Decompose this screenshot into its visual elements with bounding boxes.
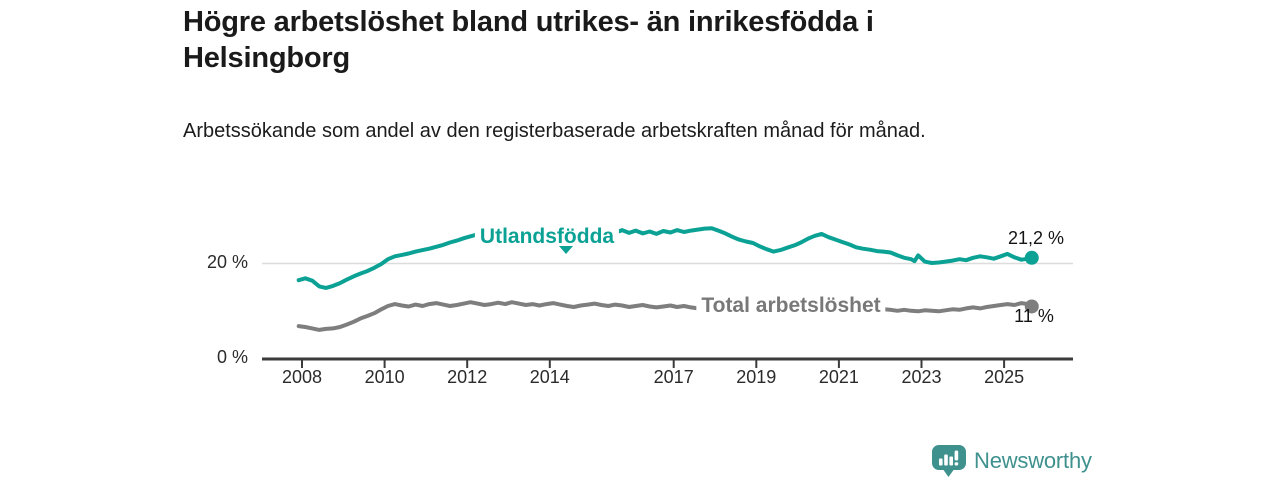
chart-title: Högre arbetslöshet bland utrikes- än inr… xyxy=(183,6,874,74)
series-end-dot-total xyxy=(1024,299,1039,314)
end-value-label-total: 11 % xyxy=(1014,306,1054,326)
series-label-utlandsfodda: Utlandsfödda xyxy=(474,225,620,249)
x-axis-label: 2008 xyxy=(281,367,323,387)
y-axis-label: 0 % xyxy=(216,347,248,367)
newsworthy-logo-icon xyxy=(932,445,966,480)
x-axis-label: 2019 xyxy=(736,367,777,387)
x-axis-label: 2023 xyxy=(901,367,942,387)
triangle-down-marker-icon xyxy=(559,246,573,254)
brand-name: Newsworthy xyxy=(974,448,1092,473)
series-label-total-arbetsloshet: Total arbetslöshet xyxy=(696,294,886,318)
series-line-total xyxy=(296,299,1034,332)
x-axis-label: 2014 xyxy=(529,367,570,387)
x-axis-label: 2010 xyxy=(364,367,405,387)
x-axis-label: 2025 xyxy=(984,367,1025,387)
series-end-dot-utlandsfodda xyxy=(1024,250,1039,265)
x-axis-label: 2017 xyxy=(653,367,694,387)
end-value-label-utlandsfodda: 21,2 % xyxy=(1007,228,1065,248)
series-line-utlandsfodda xyxy=(296,226,1034,290)
chart-subtitle: Arbetssökande som andel av den registerb… xyxy=(183,120,926,142)
y-axis-label: 20 % xyxy=(206,251,248,272)
x-axis-label: 2012 xyxy=(447,367,488,387)
x-axis-label: 2021 xyxy=(818,367,859,387)
